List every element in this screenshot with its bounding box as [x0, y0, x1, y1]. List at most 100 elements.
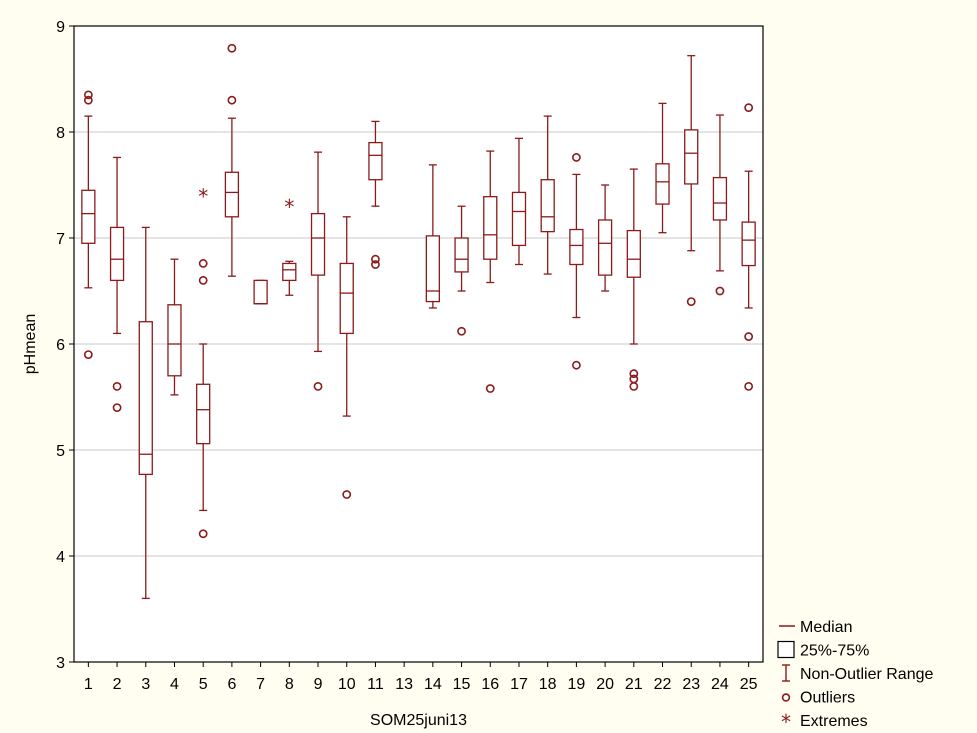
x-tick-label: 13: [395, 676, 413, 693]
outlier-point: [313, 381, 323, 391]
legend-label: Median: [800, 619, 852, 636]
y-axis-title: pHmean: [22, 314, 39, 374]
legend-label: Outliers: [800, 690, 855, 707]
legend-item-box: 25%-75%: [777, 640, 869, 660]
x-tick-label: 4: [170, 676, 179, 693]
iqr-box: [368, 141, 383, 181]
outlier-point: [83, 90, 93, 100]
legend-box-symbol: [777, 640, 795, 659]
legend-label: Non-Outlier Range: [800, 666, 934, 683]
y-tick-label: 7: [56, 231, 65, 248]
outlier-point: [629, 374, 639, 384]
iqr-box: [253, 279, 268, 305]
box-group-10: [339, 216, 354, 499]
outlier-point: [744, 332, 754, 341]
legend-label: Extremes: [800, 713, 868, 730]
x-tick-label: 3: [141, 676, 150, 693]
x-tick-label: 21: [625, 676, 643, 693]
outlier-point: [629, 369, 639, 379]
box-group-18: [540, 115, 555, 275]
extreme-point: *: [284, 195, 294, 219]
y-tick-label: 6: [56, 337, 65, 354]
y-tick-label: 3: [56, 655, 65, 672]
legend-item-median: Median: [779, 619, 852, 636]
outlier-point: [198, 259, 208, 268]
x-tick-label: 25: [740, 676, 758, 693]
grid-lines: [74, 131, 763, 557]
iqr-box: [569, 228, 584, 266]
x-tick-label: 23: [682, 676, 700, 693]
iqr-box: [454, 237, 469, 273]
box-group-20: [597, 184, 613, 292]
boxes-layer: * *: [81, 43, 756, 600]
x-tick-label: 20: [596, 676, 614, 693]
iqr-box: [655, 163, 670, 205]
outlier-point: [371, 260, 380, 269]
box-group-7: [253, 279, 268, 305]
iqr-box: [138, 321, 153, 476]
x-tick-label: 18: [539, 676, 557, 693]
legend-item-outlier: Outliers: [781, 690, 855, 707]
box-group-6: [224, 43, 240, 277]
y-tick-label: 4: [56, 549, 65, 566]
box-group-15: [454, 205, 469, 336]
iqr-box: [741, 221, 756, 267]
legend: Median 25%-75% Non-Outlier Range Outliers * E…: [777, 619, 934, 733]
box-group-19: [569, 153, 584, 370]
box-group-22: [655, 102, 670, 234]
box-group-14: [425, 164, 441, 309]
iqr-box: [310, 212, 326, 276]
outlier-point: [227, 43, 237, 53]
outlier-point: [744, 381, 754, 391]
iqr-box: [425, 235, 441, 303]
outlier-point: [485, 384, 495, 393]
outlier-point: [227, 95, 237, 105]
outlier-point: [198, 275, 208, 285]
x-tick-label: 9: [314, 676, 323, 693]
iqr-box: [540, 179, 555, 233]
iqr-box: [196, 383, 211, 445]
outlier-point: [744, 103, 754, 113]
y-tick-label: 9: [56, 19, 65, 36]
outlier-point: [371, 254, 380, 264]
iqr-box: [81, 189, 96, 244]
iqr-box: [712, 176, 728, 221]
extreme-point: *: [198, 185, 208, 209]
outlier-point: [686, 297, 696, 306]
box-group-4: [167, 258, 182, 396]
x-tick-label: 17: [510, 676, 528, 693]
iqr-box: [483, 196, 498, 260]
x-tick-label: 2: [113, 676, 122, 693]
box-group-24: [712, 114, 728, 296]
x-tick-label: 15: [453, 676, 471, 693]
outlier-point: [571, 360, 581, 370]
x-tick-label: 24: [711, 676, 729, 693]
iqr-box: [626, 229, 641, 278]
iqr-box: [167, 304, 182, 377]
x-tick-label: 16: [481, 676, 499, 693]
x-tick-label: 10: [338, 676, 356, 693]
legend-outlier-symbol: [781, 693, 791, 702]
outlier-point: [83, 350, 93, 359]
box-group-3: [138, 226, 153, 600]
x-tick-label: 14: [424, 676, 442, 693]
x-tick-label: 1: [84, 676, 93, 693]
box-group-11: [368, 120, 383, 269]
outlier-point: [457, 326, 466, 336]
outlier-point: [342, 490, 352, 499]
outlier-point: [571, 153, 581, 162]
outlier-point: [715, 286, 725, 296]
iqr-box: [109, 226, 125, 282]
iqr-box: [339, 262, 354, 335]
y-tick-label: 8: [56, 125, 65, 142]
iqr-box: [597, 219, 613, 276]
y-tick-label: 5: [56, 443, 65, 460]
iqr-box: [684, 129, 699, 185]
iqr-box: [224, 171, 240, 218]
box-group-23: [684, 55, 699, 306]
legend-item-range: Non-Outlier Range: [782, 664, 934, 683]
x-axis-title: SOM25juni13: [370, 712, 467, 729]
outlier-point: [198, 529, 208, 539]
